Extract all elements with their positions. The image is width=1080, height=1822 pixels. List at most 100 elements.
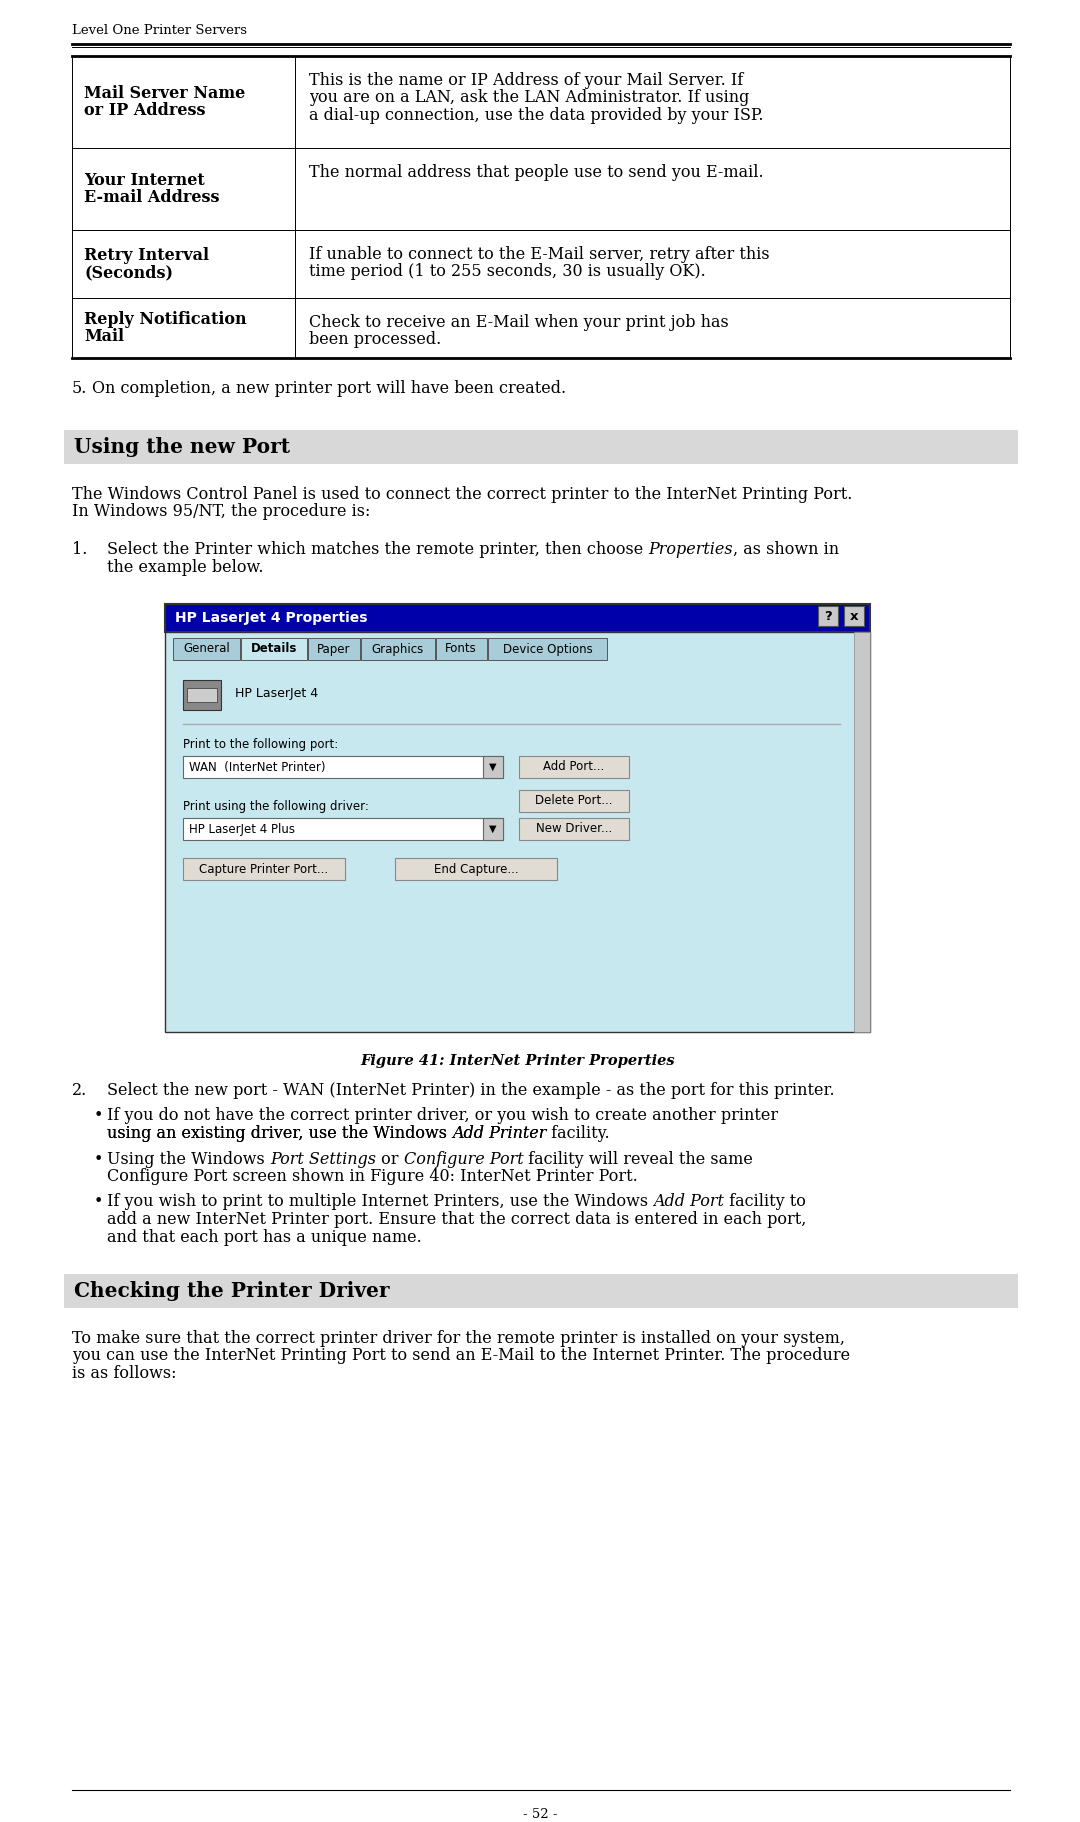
Text: 1.: 1. bbox=[72, 541, 87, 558]
Text: Capture Printer Port...: Capture Printer Port... bbox=[200, 862, 328, 876]
Text: you are on a LAN, ask the LAN Administrator. If using: you are on a LAN, ask the LAN Administra… bbox=[309, 89, 750, 106]
Text: •: • bbox=[94, 1193, 104, 1210]
Text: the example below.: the example below. bbox=[107, 559, 264, 576]
Bar bbox=[64, 430, 1018, 465]
Text: •: • bbox=[94, 1108, 104, 1124]
Text: Select the Printer which matches the remote printer, then choose: Select the Printer which matches the rem… bbox=[107, 541, 648, 558]
Bar bbox=[165, 632, 870, 1031]
Text: 5.: 5. bbox=[72, 381, 87, 397]
Bar bbox=[519, 791, 629, 813]
Text: Mail Server Name: Mail Server Name bbox=[84, 86, 245, 102]
Bar bbox=[483, 818, 503, 840]
Bar bbox=[173, 638, 240, 660]
Bar bbox=[435, 638, 487, 660]
Bar bbox=[854, 632, 870, 1031]
Text: •: • bbox=[94, 1150, 104, 1168]
Bar bbox=[64, 1274, 1018, 1308]
Text: - 52 -: - 52 - bbox=[523, 1807, 557, 1820]
Text: Details: Details bbox=[251, 643, 297, 656]
Text: Fonts: Fonts bbox=[445, 643, 477, 656]
Text: E-mail Address: E-mail Address bbox=[84, 189, 219, 206]
Bar bbox=[241, 638, 307, 660]
Text: Your Internet: Your Internet bbox=[84, 171, 205, 189]
Text: New Driver...: New Driver... bbox=[536, 822, 612, 836]
Text: Port Settings: Port Settings bbox=[270, 1150, 376, 1168]
Text: Add Port...: Add Port... bbox=[543, 760, 605, 774]
Bar bbox=[519, 756, 629, 778]
Bar bbox=[183, 858, 345, 880]
Text: Check to receive an E-Mail when your print job has: Check to receive an E-Mail when your pri… bbox=[309, 313, 729, 332]
Text: Configure Port: Configure Port bbox=[404, 1150, 523, 1168]
Text: x: x bbox=[850, 610, 859, 623]
Text: This is the name or IP Address of your Mail Server. If: This is the name or IP Address of your M… bbox=[309, 73, 743, 89]
Text: Print to the following port:: Print to the following port: bbox=[183, 738, 338, 751]
Text: been processed.: been processed. bbox=[309, 332, 442, 348]
Text: ?: ? bbox=[824, 610, 832, 623]
Text: you can use the InterNet Printing Port to send an E-Mail to the Internet Printer: you can use the InterNet Printing Port t… bbox=[72, 1348, 850, 1365]
Bar bbox=[165, 605, 870, 632]
Text: Delete Port...: Delete Port... bbox=[536, 794, 612, 807]
Text: End Capture...: End Capture... bbox=[434, 862, 518, 876]
Text: Add Port: Add Port bbox=[653, 1193, 724, 1210]
Text: Using the new Port: Using the new Port bbox=[75, 437, 291, 457]
Text: Add Printer: Add Printer bbox=[453, 1124, 546, 1142]
Text: 2.: 2. bbox=[72, 1082, 87, 1099]
Text: Add Printer: Add Printer bbox=[453, 1124, 546, 1142]
Text: HP LaserJet 4 Plus: HP LaserJet 4 Plus bbox=[189, 822, 295, 836]
Bar bbox=[183, 818, 503, 840]
Text: To make sure that the correct printer driver for the remote printer is installed: To make sure that the correct printer dr… bbox=[72, 1330, 845, 1346]
Bar bbox=[187, 689, 217, 701]
Text: Level One Printer Servers: Level One Printer Servers bbox=[72, 24, 247, 36]
Bar bbox=[361, 638, 434, 660]
Text: Checking the Printer Driver: Checking the Printer Driver bbox=[75, 1281, 390, 1301]
Text: facility.: facility. bbox=[546, 1124, 610, 1142]
Text: If you do not have the correct printer driver, or you wish to create another pri: If you do not have the correct printer d… bbox=[107, 1108, 778, 1124]
Bar bbox=[183, 756, 503, 778]
Text: Retry Interval: Retry Interval bbox=[84, 246, 210, 264]
Text: Figure 41: InterNet Printer Properties: Figure 41: InterNet Printer Properties bbox=[361, 1053, 675, 1068]
Text: Print using the following driver:: Print using the following driver: bbox=[183, 800, 369, 813]
Text: ▼: ▼ bbox=[489, 824, 497, 834]
Bar bbox=[308, 638, 360, 660]
Text: Paper: Paper bbox=[318, 643, 351, 656]
Text: , as shown in: , as shown in bbox=[733, 541, 839, 558]
Text: Configure Port screen shown in Figure 40: InterNet Printer Port.: Configure Port screen shown in Figure 40… bbox=[107, 1168, 638, 1184]
Text: (Seconds): (Seconds) bbox=[84, 264, 173, 281]
Bar bbox=[519, 818, 629, 840]
Text: is as follows:: is as follows: bbox=[72, 1365, 176, 1383]
Text: using an existing driver, use the Windows: using an existing driver, use the Window… bbox=[107, 1124, 453, 1142]
Text: Mail: Mail bbox=[84, 328, 124, 344]
Text: WAN  (InterNet Printer): WAN (InterNet Printer) bbox=[189, 760, 325, 774]
Text: If you wish to print to multiple Internet Printers, use the Windows: If you wish to print to multiple Interne… bbox=[107, 1193, 653, 1210]
Text: a dial-up connection, use the data provided by your ISP.: a dial-up connection, use the data provi… bbox=[309, 107, 764, 124]
Text: facility to: facility to bbox=[724, 1193, 806, 1210]
Text: If unable to connect to the E-Mail server, retry after this: If unable to connect to the E-Mail serve… bbox=[309, 246, 770, 262]
Text: Properties: Properties bbox=[648, 541, 733, 558]
Text: The Windows Control Panel is used to connect the correct printer to the InterNet: The Windows Control Panel is used to con… bbox=[72, 486, 852, 503]
Text: or IP Address: or IP Address bbox=[84, 102, 205, 118]
Text: using an existing driver, use the Windows: using an existing driver, use the Window… bbox=[107, 1124, 453, 1142]
Text: ▼: ▼ bbox=[489, 762, 497, 773]
Text: HP LaserJet 4 Properties: HP LaserJet 4 Properties bbox=[175, 610, 367, 625]
Bar bbox=[488, 638, 607, 660]
Text: add a new InterNet Printer port. Ensure that the correct data is entered in each: add a new InterNet Printer port. Ensure … bbox=[107, 1212, 807, 1228]
Bar bbox=[843, 607, 864, 627]
Text: Using the Windows: Using the Windows bbox=[107, 1150, 270, 1168]
Text: HP LaserJet 4: HP LaserJet 4 bbox=[235, 687, 319, 700]
Text: Select the new port - WAN (InterNet Printer) in the example - as the port for th: Select the new port - WAN (InterNet Prin… bbox=[107, 1082, 835, 1099]
Text: or: or bbox=[376, 1150, 404, 1168]
Text: facility will reveal the same: facility will reveal the same bbox=[523, 1150, 753, 1168]
Text: On completion, a new printer port will have been created.: On completion, a new printer port will h… bbox=[92, 381, 566, 397]
Bar bbox=[395, 858, 557, 880]
Text: General: General bbox=[183, 643, 230, 656]
Text: Reply Notification: Reply Notification bbox=[84, 312, 246, 328]
Text: and that each port has a unique name.: and that each port has a unique name. bbox=[107, 1228, 422, 1246]
Bar bbox=[818, 607, 838, 627]
Text: The normal address that people use to send you E-mail.: The normal address that people use to se… bbox=[309, 164, 764, 180]
Text: time period (1 to 255 seconds, 30 is usually OK).: time period (1 to 255 seconds, 30 is usu… bbox=[309, 264, 705, 281]
Bar bbox=[483, 756, 503, 778]
Text: Graphics: Graphics bbox=[372, 643, 423, 656]
Bar bbox=[183, 680, 221, 711]
Text: Device Options: Device Options bbox=[502, 643, 592, 656]
Text: In Windows 95/NT, the procedure is:: In Windows 95/NT, the procedure is: bbox=[72, 503, 370, 521]
